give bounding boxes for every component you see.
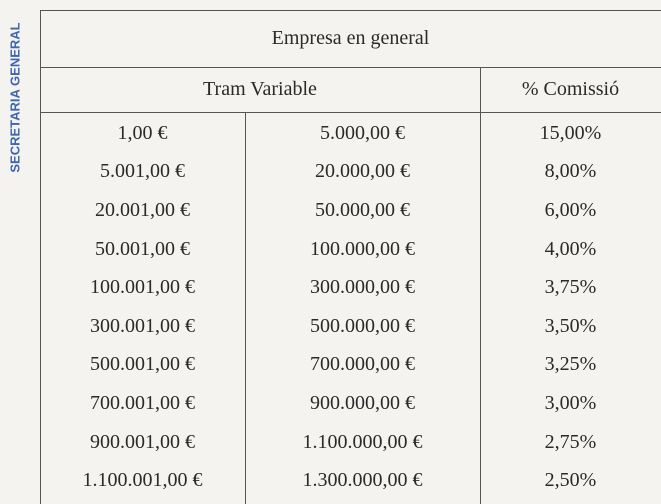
border <box>40 112 661 113</box>
table-cell: 300.001,00 € <box>90 314 195 337</box>
table-cell: 4,00% <box>544 237 597 260</box>
table-cell: 300.000,00 € <box>310 276 415 299</box>
table-cell: 900.000,00 € <box>310 391 415 414</box>
table-cell: 3,75% <box>544 276 597 299</box>
border <box>40 67 661 68</box>
table-cell: 100.000,00 € <box>310 237 415 260</box>
border <box>40 10 41 504</box>
table-cell: 50.000,00 € <box>315 198 410 221</box>
table-cell: 100.001,00 € <box>90 276 195 299</box>
header-cell: Tram Variable <box>203 78 317 100</box>
table-cell: 1.100.000,00 € <box>302 430 423 453</box>
table-cell: 5.000,00 € <box>320 121 405 144</box>
table-cell: 700.000,00 € <box>310 353 415 376</box>
table-cell: 1,00 € <box>117 121 168 144</box>
table-cell: 20.001,00 € <box>95 198 190 221</box>
stamp: SECRETARIA GENERAL <box>7 22 23 173</box>
header-cell: % Comissió <box>521 78 620 100</box>
table-cell: 50.001,00 € <box>95 237 190 260</box>
table-cell: 8,00% <box>544 160 597 183</box>
table-cell: 700.001,00 € <box>90 391 195 414</box>
table-cell: 3,25% <box>544 353 597 376</box>
border <box>245 112 246 504</box>
table-cell: 6,00% <box>544 198 597 221</box>
border <box>40 10 661 11</box>
table-cell: 20.000,00 € <box>315 160 410 183</box>
table-cell: 900.001,00 € <box>90 430 195 453</box>
table-cell: 3,50% <box>544 314 597 337</box>
table-cell: 1.100.001,00 € <box>82 469 203 492</box>
table-cell: 2,50% <box>544 469 597 492</box>
table-cell: 500.001,00 € <box>90 353 195 376</box>
table-cell: 15,00% <box>539 121 602 144</box>
border <box>480 67 481 504</box>
table-cell: 5.001,00 € <box>100 160 185 183</box>
table-cell: 3,00% <box>544 391 597 414</box>
table-cell: 2,75% <box>544 430 597 453</box>
table-title: Empresa en general <box>271 27 430 49</box>
table-cell: 500.000,00 € <box>310 314 415 337</box>
table-cell: 1.300.000,00 € <box>302 469 423 492</box>
